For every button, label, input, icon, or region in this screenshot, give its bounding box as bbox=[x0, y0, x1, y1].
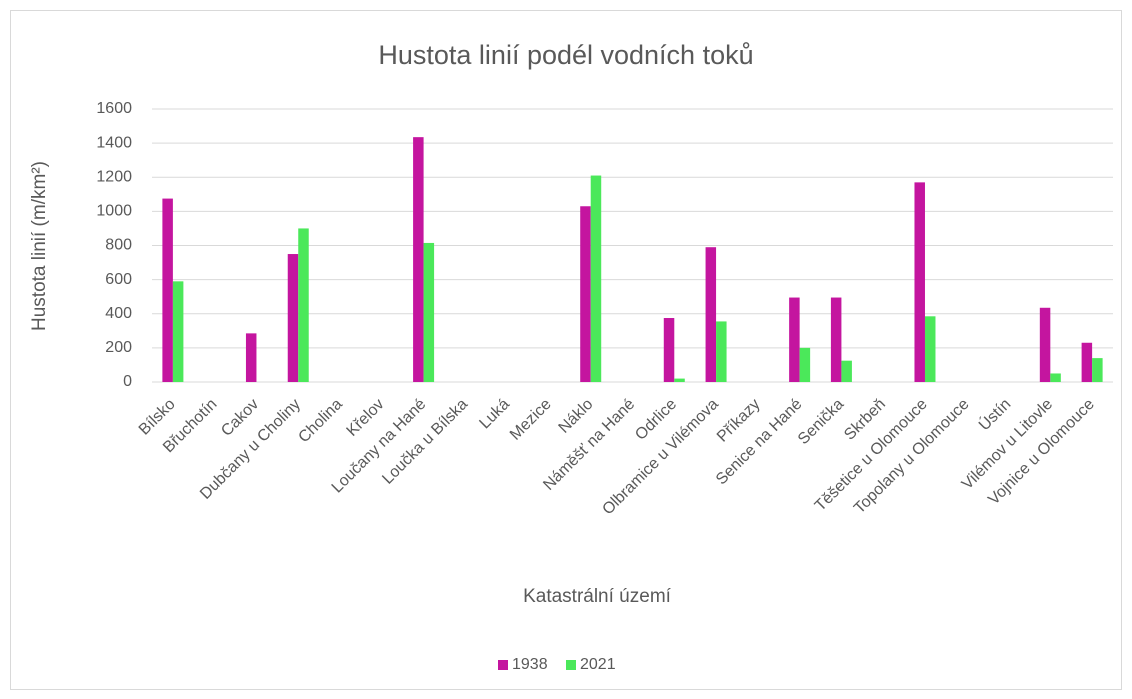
y-tick-label: 400 bbox=[105, 305, 132, 322]
bar bbox=[841, 360, 852, 382]
bar bbox=[162, 198, 173, 382]
bar bbox=[1092, 358, 1103, 382]
x-axis-title: Katastrální území bbox=[523, 586, 672, 607]
y-tick-label: 800 bbox=[105, 237, 132, 254]
bar bbox=[423, 242, 435, 382]
chart-title: Hustota linií podél vodních toků bbox=[378, 40, 753, 70]
bar bbox=[705, 247, 717, 382]
y-tick-label: 0 bbox=[123, 373, 132, 390]
y-tick-label: 1400 bbox=[96, 134, 132, 151]
y-tick-label: 1000 bbox=[96, 203, 132, 220]
y-tick-label: 1200 bbox=[96, 168, 132, 185]
legend-swatch bbox=[498, 660, 508, 670]
legend-label: 1938 bbox=[512, 656, 548, 673]
bar bbox=[580, 206, 591, 382]
bar bbox=[1081, 342, 1093, 382]
bar bbox=[914, 182, 925, 382]
bar bbox=[1039, 307, 1051, 382]
bar bbox=[799, 347, 811, 382]
legend-swatch bbox=[566, 660, 576, 670]
y-tick-label: 200 bbox=[105, 339, 132, 356]
bar bbox=[590, 175, 602, 382]
y-tick-label: 1600 bbox=[96, 100, 132, 117]
legend-label: 2021 bbox=[580, 656, 616, 673]
bar bbox=[172, 281, 184, 382]
chart-frame bbox=[10, 10, 1122, 690]
bar bbox=[924, 316, 936, 382]
y-tick-label: 600 bbox=[105, 271, 132, 288]
bar bbox=[663, 318, 675, 382]
bar bbox=[298, 228, 309, 382]
bar bbox=[830, 297, 842, 382]
bar bbox=[789, 297, 800, 382]
y-axis-title: Hustota linií (m/km²) bbox=[29, 161, 50, 331]
bar bbox=[413, 137, 424, 382]
bar bbox=[716, 321, 727, 382]
bar bbox=[245, 333, 257, 382]
bar bbox=[674, 378, 685, 382]
bar bbox=[287, 254, 299, 382]
bar bbox=[1050, 373, 1061, 382]
